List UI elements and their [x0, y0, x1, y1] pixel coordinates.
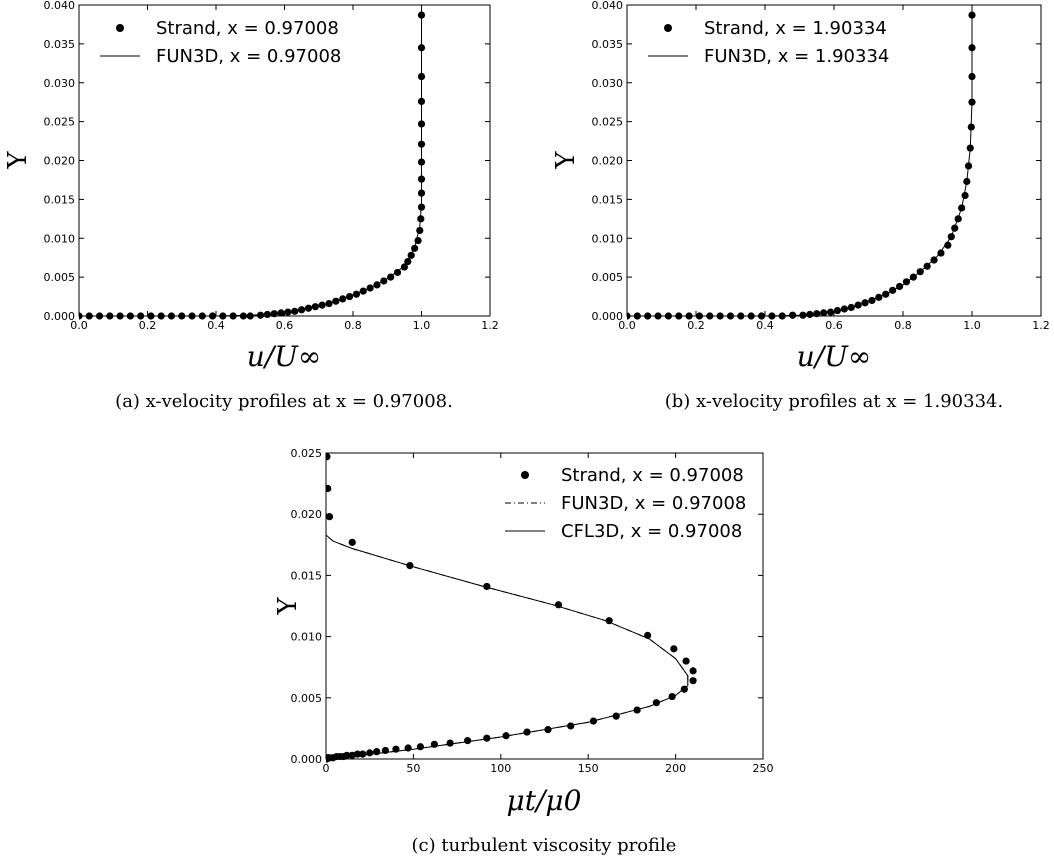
x-tick-label: 0.2: [139, 319, 157, 332]
x-tick-label: 0.0: [70, 319, 88, 332]
y-tick-label: 0.035: [592, 38, 624, 51]
legend-entry: Strand, x = 0.97008: [156, 18, 339, 39]
x-axis-label: u/U∞: [247, 340, 321, 373]
data-point: [393, 268, 402, 277]
x-tick-label: 0: [323, 762, 330, 775]
y-axis-label: Y: [273, 597, 303, 616]
data-point: [416, 743, 424, 751]
panel-c: 0 50 100 150 200 250 0.000 0.005 0.010 0.015 0.020…: [273, 447, 774, 856]
x-tick-label: 0.4: [756, 319, 774, 332]
data-layer: [326, 453, 697, 763]
legend-marker: [664, 24, 672, 32]
data-point: [567, 722, 575, 730]
data-point: [446, 739, 454, 747]
x-tick-label: 0.8: [344, 319, 362, 332]
x-tick-label: 0.0: [618, 319, 636, 332]
plot-frame: [325, 452, 764, 760]
data-point: [937, 249, 945, 257]
x-tick-label: 0.6: [276, 319, 294, 332]
data-layer: [627, 5, 976, 320]
x-axis-label: u/U∞: [797, 340, 871, 373]
y-tick-label: 0.020: [291, 508, 323, 521]
data-point: [400, 263, 408, 271]
legend-entry: CFL3D, x = 0.97008: [561, 521, 742, 542]
y-tick-label: 0.000: [291, 753, 323, 766]
y-tick-label: 0.040: [592, 0, 624, 12]
series-line: [326, 534, 689, 760]
data-layer: [79, 5, 426, 320]
x-tick-label: 1.2: [481, 319, 499, 332]
x-tick-label: 1.0: [963, 319, 981, 332]
y-tick-label: 0.000: [44, 310, 76, 323]
legend-entry: Strand, x = 1.90334: [704, 18, 887, 39]
data-point: [544, 726, 552, 734]
legend-entry: FUN3D, x = 0.97008: [561, 493, 746, 514]
data-point: [689, 677, 697, 685]
x-tick-label: 250: [753, 762, 774, 775]
figure-caption: (c) turbulent viscosity profile: [412, 835, 677, 856]
data-point: [326, 484, 332, 493]
y-tick-label: 0.025: [592, 116, 624, 129]
legend-entry: FUN3D, x = 1.90334: [704, 46, 889, 67]
y-tick-label: 0.005: [592, 271, 624, 284]
data-point: [246, 312, 254, 320]
y-tick-label: 0.010: [291, 631, 323, 644]
x-axis-label: μt/μ0: [507, 784, 582, 817]
x-tick-label: 0.4: [207, 319, 225, 332]
data-point: [523, 728, 531, 736]
y-tick-label: 0.015: [44, 193, 76, 206]
y-tick-label: 0.010: [44, 232, 76, 245]
y-axis-label: Y: [551, 151, 581, 170]
x-tick-label: 0.6: [825, 319, 843, 332]
y-tick-label: 0.010: [592, 232, 624, 245]
legend-marker: [521, 471, 529, 479]
data-point: [326, 513, 334, 521]
data-point: [483, 734, 491, 742]
x-tick-label: 50: [406, 762, 420, 775]
y-tick-label: 0.015: [592, 193, 624, 206]
y-tick-label: 0.025: [44, 116, 76, 129]
y-tick-label: 0.020: [592, 155, 624, 168]
data-point: [256, 311, 265, 319]
x-tick-label: 0.2: [687, 319, 705, 332]
data-point: [689, 667, 697, 675]
y-tick-label: 0.020: [44, 155, 76, 168]
legend-entry: FUN3D, x = 0.97008: [156, 46, 341, 67]
y-tick-label: 0.025: [291, 447, 323, 460]
series-line: [627, 5, 973, 317]
legend-marker: [116, 24, 124, 32]
y-tick-label: 0.030: [44, 77, 76, 90]
figure-caption: (a) x-velocity profiles at x = 0.97008.: [115, 391, 453, 412]
y-tick-label: 0.035: [44, 38, 76, 51]
data-point: [326, 453, 331, 461]
panel-b: 0.0 0.2 0.4 0.6 0.8 1.0 1.2 0.000 0.005 0.010 0.01…: [551, 0, 1050, 412]
x-tick-label: 1.0: [413, 319, 431, 332]
y-tick-label: 0.005: [44, 271, 76, 284]
legend-entry: Strand, x = 0.97008: [561, 465, 744, 486]
y-tick-label: 0.030: [592, 77, 624, 90]
panel-a: 0.0 0.2 0.4 0.6 0.8 1.0 1.2 0.000 0.005 0.010 0.01…: [3, 0, 499, 412]
x-tick-label: 1.2: [1032, 319, 1050, 332]
x-tick-label: 0.8: [894, 319, 912, 332]
y-tick-label: 0.015: [291, 569, 323, 582]
y-tick-label: 0.000: [592, 310, 624, 323]
data-point: [348, 538, 356, 546]
data-point: [961, 191, 969, 200]
data-point: [366, 749, 374, 757]
data-point: [682, 657, 690, 665]
y-axis-label: Y: [3, 151, 33, 170]
data-point: [239, 312, 247, 320]
x-tick-label: 200: [665, 762, 686, 775]
figure-caption: (b) x-velocity profiles at x = 1.90334.: [665, 391, 1003, 412]
y-tick-label: 0.005: [291, 692, 323, 705]
y-tick-label: 0.040: [44, 0, 76, 12]
series-line: [326, 534, 689, 760]
data-point: [670, 645, 678, 653]
series-line: [79, 5, 422, 317]
data-point: [359, 750, 367, 758]
data-point: [463, 737, 472, 745]
x-tick-label: 100: [490, 762, 511, 775]
x-tick-label: 150: [578, 762, 599, 775]
